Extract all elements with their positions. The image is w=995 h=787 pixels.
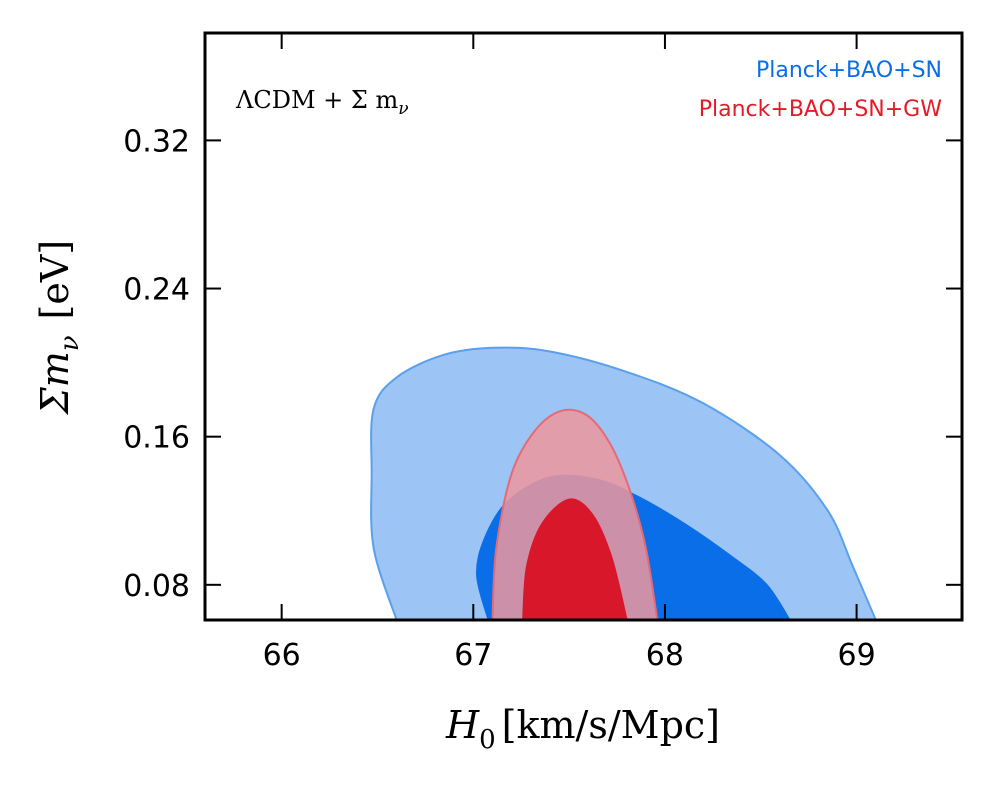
legend-entry-planck-bao-sn: Planck+BAO+SN	[756, 58, 942, 83]
x-axis-label-sub: 0	[479, 725, 496, 755]
x-tick-label-67: 67	[454, 638, 492, 673]
x-tick-label-66: 66	[263, 638, 301, 673]
contour-layer	[370, 346, 878, 621]
contour-3-planck-bao-sn-gw-68-	[522, 498, 628, 621]
legend-entry-planck-bao-sn-gw: Planck+BAO+SN+GW	[699, 97, 942, 122]
model-annotation-main: ΛCDM + Σ m	[235, 86, 398, 114]
y-axis-label-units: [eV]	[33, 240, 77, 320]
x-axis-label: H0 [km/s/Mpc]	[445, 703, 720, 755]
x-tick-label-68: 68	[646, 638, 684, 673]
y-tick-label-0.16: 0.16	[123, 421, 190, 456]
plot-frame	[203, 31, 964, 622]
tick-label-layer: 66 67 68 69 0.08 0.16 0.24 0.32	[123, 124, 875, 673]
x-axis-label-units: [km/s/Mpc]	[502, 703, 720, 747]
y-axis-label-main: Σm	[33, 351, 77, 416]
x-tick-label-69: 69	[838, 638, 876, 673]
y-axis-label: Σmν [eV]	[33, 240, 85, 416]
y-tick-label-0.32: 0.32	[123, 124, 190, 159]
model-annotation-sub: ν	[398, 99, 408, 119]
tick-layer	[205, 33, 962, 620]
x-axis-label-main: H	[445, 703, 480, 747]
y-axis-label-sub: ν	[55, 335, 85, 351]
model-annotation: ΛCDM + Σ mν	[235, 86, 409, 119]
legend: Planck+BAO+SN Planck+BAO+SN+GW	[699, 58, 942, 122]
y-tick-label-0.08: 0.08	[123, 569, 190, 604]
y-tick-label-0.24: 0.24	[123, 273, 190, 308]
